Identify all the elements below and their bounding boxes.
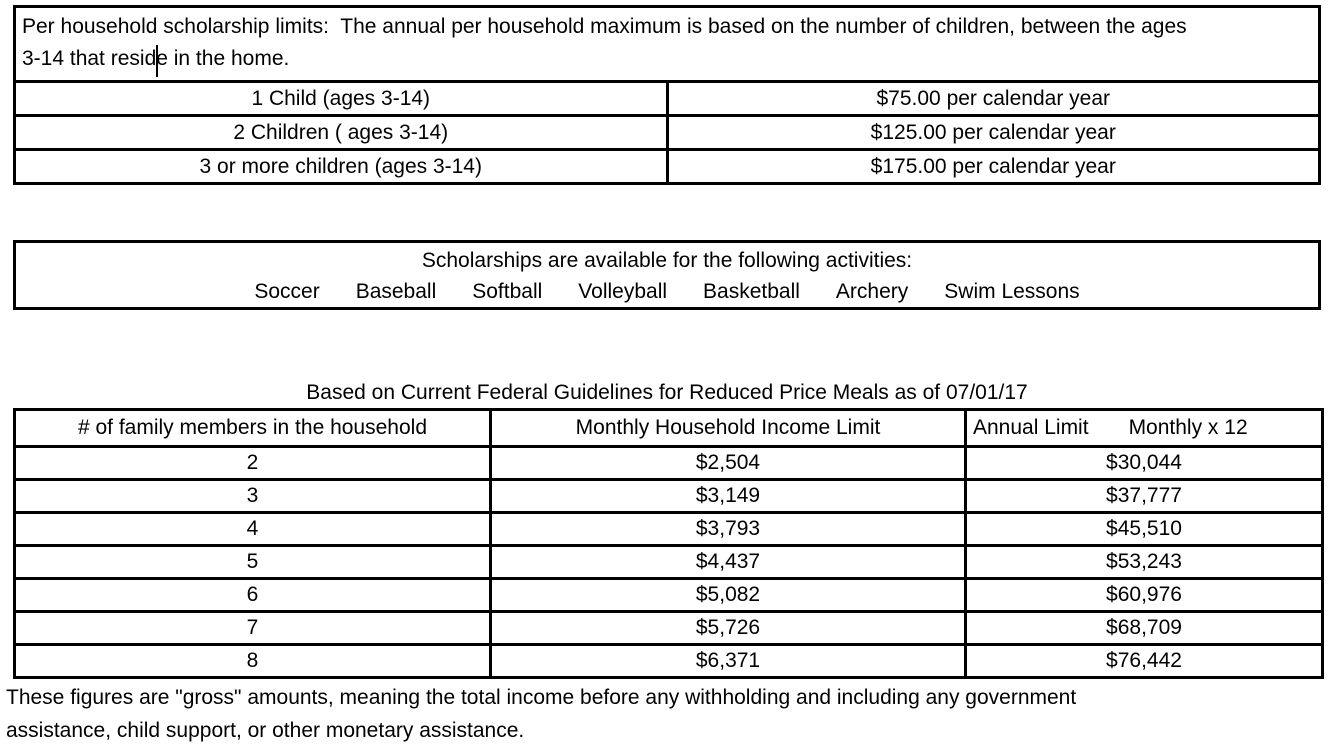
footnote-line-2: assistance, child support, or other mone… (6, 719, 525, 742)
activity-item: Baseball (355, 280, 437, 303)
text-cursor (156, 45, 158, 77)
monthly-cell: $5,082 (489, 577, 967, 613)
limits-intro-cell: Per household scholarship limits: The an… (13, 5, 1321, 83)
annual-limit-label: Annual Limit (973, 416, 1089, 439)
members-cell: 7 (13, 610, 492, 646)
income-header-row: # of family members in the household Mon… (13, 408, 1324, 448)
monthly-cell: $2,504 (489, 445, 967, 481)
scholarship-limits-table: Per household scholarship limits: The an… (13, 5, 1321, 185)
members-cell: 4 (13, 511, 492, 547)
monthly-cell: $6,371 (489, 643, 967, 679)
limit-label-cell: 1 Child (ages 3-14) (13, 80, 669, 117)
members-cell: 6 (13, 577, 492, 613)
table-row: 5 $4,437 $53,243 (13, 544, 1324, 580)
col-annual-header: Annual Limit Monthly x 12 (964, 408, 1324, 448)
limits-intro-row: Per household scholarship limits: The an… (13, 5, 1321, 83)
activities-heading: Scholarships are available for the follo… (421, 249, 913, 272)
annual-cell: $76,442 (964, 643, 1324, 679)
annual-cell: $60,976 (964, 577, 1324, 613)
limit-value-cell: $75.00 per calendar year (665, 80, 1321, 117)
annual-cell: $37,777 (964, 478, 1324, 514)
table-row: 1 Child (ages 3-14) $75.00 per calendar … (13, 80, 1321, 117)
limit-label-cell: 3 or more children (ages 3-14) (13, 148, 669, 185)
annual-cell: $45,510 (964, 511, 1324, 547)
monthly-cell: $3,793 (489, 511, 967, 547)
members-cell: 3 (13, 478, 492, 514)
members-cell: 8 (13, 643, 492, 679)
table-row: 6 $5,082 $60,976 (13, 577, 1324, 613)
annual-cell: $68,709 (964, 610, 1324, 646)
guidelines-title: Based on Current Federal Guidelines for … (306, 381, 1028, 404)
table-row: 3 $3,149 $37,777 (13, 478, 1324, 514)
limits-intro-line-2: 3-14 that reside in the home. (22, 47, 290, 70)
monthly-cell: $3,149 (489, 478, 967, 514)
income-guidelines-table: # of family members in the household Mon… (13, 408, 1324, 679)
activity-item: Volleyball (578, 280, 668, 303)
members-cell: 5 (13, 544, 492, 580)
limit-label-cell: 2 Children ( ages 3-14) (13, 114, 669, 151)
monthly-cell: $5,726 (489, 610, 967, 646)
activities-box: Scholarships are available for the follo… (13, 240, 1321, 310)
activities-list: Soccer Baseball Softball Volleyball Bask… (16, 276, 1318, 307)
col-monthly-header: Monthly Household Income Limit (489, 408, 967, 448)
col-members-header: # of family members in the household (13, 408, 492, 448)
table-row: 4 $3,793 $45,510 (13, 511, 1324, 547)
activity-item: Softball (472, 280, 543, 303)
limit-value-cell: $125.00 per calendar year (665, 114, 1321, 151)
table-row: 2 Children ( ages 3-14) $125.00 per cale… (13, 114, 1321, 151)
footnote: These figures are "gross" amounts, meani… (6, 681, 1336, 747)
activity-item: Archery (835, 280, 909, 303)
activity-item: Swim Lessons (944, 280, 1080, 303)
table-row: 8 $6,371 $76,442 (13, 643, 1324, 679)
monthly-x12-label: Monthly x 12 (1128, 416, 1248, 439)
table-row: 3 or more children (ages 3-14) $175.00 p… (13, 148, 1321, 185)
table-row: 2 $2,504 $30,044 (13, 445, 1324, 481)
monthly-cell: $4,437 (489, 544, 967, 580)
footnote-line-1: These figures are "gross" amounts, meani… (6, 686, 1077, 709)
activity-item: Soccer (254, 280, 320, 303)
annual-cell: $30,044 (964, 445, 1324, 481)
limits-intro-line-1: Per household scholarship limits: The an… (22, 15, 1187, 38)
limit-value-cell: $175.00 per calendar year (665, 148, 1321, 185)
members-cell: 2 (13, 445, 492, 481)
annual-cell: $53,243 (964, 544, 1324, 580)
table-row: 7 $5,726 $68,709 (13, 610, 1324, 646)
activity-item: Basketball (703, 280, 800, 303)
